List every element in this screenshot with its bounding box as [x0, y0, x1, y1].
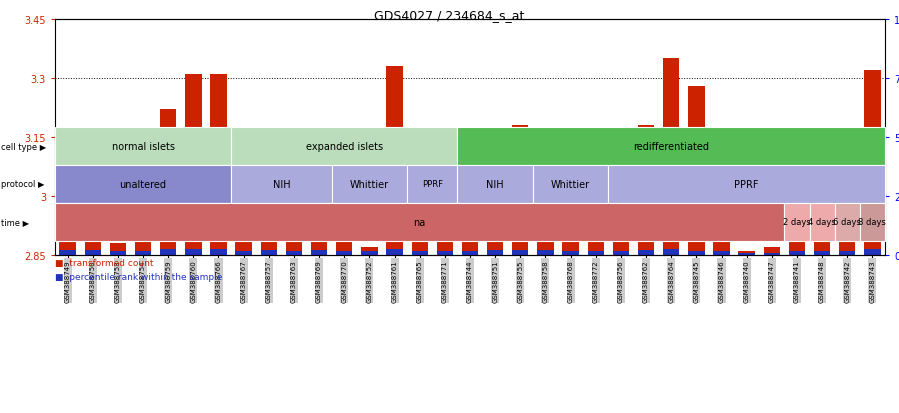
Bar	[663, 249, 680, 255]
Bar	[538, 165, 554, 251]
Text: PPRF: PPRF	[734, 180, 759, 190]
Bar	[689, 252, 705, 255]
Bar	[85, 251, 101, 255]
Bar	[110, 244, 126, 252]
Bar	[59, 251, 76, 255]
Text: NIH: NIH	[486, 180, 504, 190]
Text: protocol ▶: protocol ▶	[1, 180, 44, 189]
Bar	[638, 251, 654, 255]
Bar	[738, 252, 755, 254]
Text: 4 days: 4 days	[808, 218, 836, 227]
Bar	[85, 150, 101, 251]
Bar	[59, 145, 76, 251]
Bar	[286, 252, 302, 255]
Text: 2 days: 2 days	[783, 218, 811, 227]
Bar	[663, 59, 680, 249]
Bar	[588, 252, 604, 255]
Text: cell type ▶: cell type ▶	[1, 142, 46, 151]
Bar	[738, 254, 755, 255]
Text: 8 days: 8 days	[859, 218, 886, 227]
Text: NIH: NIH	[272, 180, 290, 190]
Bar	[437, 145, 453, 252]
Bar	[135, 150, 151, 252]
Bar	[763, 254, 780, 255]
Bar	[311, 251, 327, 255]
Text: unaltered: unaltered	[120, 180, 166, 190]
Bar	[236, 252, 252, 255]
Bar	[588, 153, 604, 252]
Bar	[160, 110, 176, 249]
Bar	[412, 252, 428, 255]
Text: ■  transformed count: ■ transformed count	[55, 259, 154, 268]
Bar	[261, 251, 277, 255]
Bar	[210, 75, 227, 249]
Bar	[713, 165, 730, 252]
Bar	[487, 169, 503, 251]
Bar	[185, 249, 201, 255]
Bar	[462, 252, 478, 255]
Text: 6 days: 6 days	[833, 218, 861, 227]
Bar	[512, 251, 529, 255]
Text: expanded islets: expanded islets	[306, 142, 383, 152]
Bar	[763, 247, 780, 254]
Text: redifferentiated: redifferentiated	[633, 142, 709, 152]
Bar	[512, 126, 529, 251]
Text: normal islets: normal islets	[111, 142, 174, 152]
Bar	[538, 251, 554, 255]
Text: PPRF: PPRF	[422, 180, 443, 189]
Text: na: na	[414, 218, 426, 228]
Bar	[563, 252, 579, 255]
Bar	[788, 252, 806, 255]
Bar	[236, 192, 252, 252]
Bar	[487, 251, 503, 255]
Bar	[185, 75, 201, 249]
Bar	[864, 249, 881, 255]
Bar	[864, 71, 881, 249]
Bar	[689, 87, 705, 252]
Bar	[361, 247, 378, 252]
Bar	[839, 252, 856, 255]
Bar	[286, 177, 302, 252]
Bar	[210, 249, 227, 255]
Bar	[387, 249, 403, 255]
Bar	[311, 142, 327, 251]
Bar	[261, 142, 277, 251]
Bar	[814, 252, 831, 255]
Text: Whittier: Whittier	[350, 180, 389, 190]
Bar	[462, 192, 478, 252]
Bar	[110, 252, 126, 255]
Bar	[613, 252, 629, 255]
Bar	[814, 165, 831, 252]
Bar	[135, 252, 151, 255]
Text: ■  percentile rank within the sample: ■ percentile rank within the sample	[55, 272, 222, 281]
Text: time ▶: time ▶	[1, 218, 29, 227]
Text: GDS4027 / 234684_s_at: GDS4027 / 234684_s_at	[374, 9, 525, 22]
Bar	[160, 249, 176, 255]
Bar	[336, 220, 352, 252]
Bar	[563, 185, 579, 252]
Bar	[336, 252, 352, 255]
Bar	[788, 161, 806, 252]
Bar	[361, 252, 378, 255]
Text: Whittier: Whittier	[551, 180, 590, 190]
Bar	[412, 153, 428, 252]
Bar	[613, 177, 629, 252]
Bar	[638, 126, 654, 251]
Bar	[839, 150, 856, 252]
Bar	[437, 252, 453, 255]
Bar	[387, 67, 403, 249]
Bar	[713, 252, 730, 255]
